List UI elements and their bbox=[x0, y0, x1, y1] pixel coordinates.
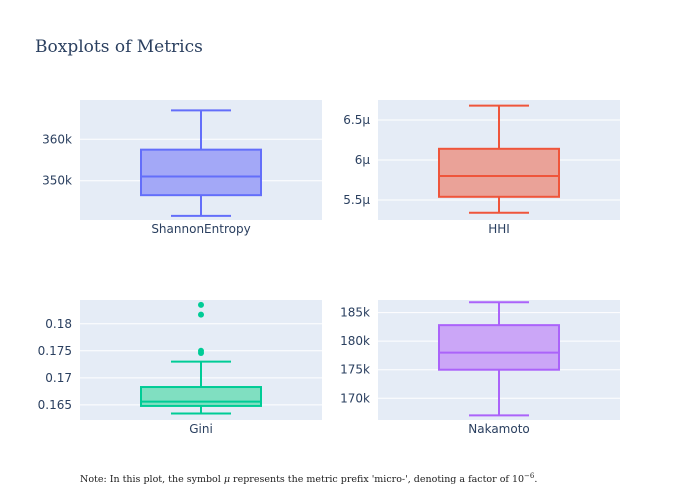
y-tick-label: 170k bbox=[340, 391, 370, 405]
y-tick-label: 175k bbox=[340, 363, 370, 377]
box-iqr bbox=[438, 147, 560, 198]
y-tick-label: 0.165 bbox=[38, 398, 72, 412]
note-suffix: . bbox=[534, 474, 537, 485]
x-category-label: Nakamoto bbox=[468, 422, 530, 436]
x-category-label: ShannonEntropy bbox=[151, 222, 250, 236]
y-tick-label: 6μ bbox=[355, 153, 371, 167]
y-tick-label: 0.18 bbox=[45, 317, 72, 331]
subplot-nakamoto: 170k 175k 180k 185k Nakamoto bbox=[340, 300, 620, 436]
y-tick-label: 180k bbox=[340, 334, 370, 348]
box-iqr bbox=[140, 386, 262, 407]
note-symbol: μ bbox=[224, 474, 230, 485]
box-iqr bbox=[140, 148, 262, 197]
chart-note: Note: In this plot, the symbol μ represe… bbox=[80, 472, 537, 485]
outlier-point bbox=[198, 347, 204, 354]
subplot-gini: 0.165 0.17 0.175 0.18 Gini bbox=[38, 300, 322, 436]
outlier-point bbox=[198, 301, 204, 308]
subplot-hhi: 5.5μ 6μ 6.5μ HHI bbox=[343, 100, 620, 236]
subplot-shannonentropy: 350k 360k ShannonEntropy bbox=[42, 100, 322, 236]
y-tick-label: 360k bbox=[42, 132, 72, 146]
chart-title: Boxplots of Metrics bbox=[35, 37, 203, 57]
y-tick-label: 5.5μ bbox=[343, 193, 370, 207]
note-prefix: Note: In this plot, the symbol bbox=[80, 474, 224, 485]
note-exponent: −6 bbox=[524, 472, 535, 480]
y-tick-label: 6.5μ bbox=[343, 113, 370, 127]
y-tick-label: 350k bbox=[42, 174, 72, 188]
y-tick-label: 0.175 bbox=[38, 344, 72, 358]
box-iqr bbox=[438, 324, 560, 371]
x-category-label: Gini bbox=[189, 422, 213, 436]
y-tick-label: 185k bbox=[340, 306, 370, 320]
x-category-label: HHI bbox=[488, 222, 510, 236]
note-middle: represents the metric prefix 'micro-', d… bbox=[230, 474, 524, 485]
y-tick-label: 0.17 bbox=[45, 371, 72, 385]
outlier-point bbox=[198, 311, 204, 318]
subplot-grid: 350k 360k ShannonEntropy 5.5μ 6μ 6.5μ HHI 0.165… bbox=[38, 100, 620, 436]
